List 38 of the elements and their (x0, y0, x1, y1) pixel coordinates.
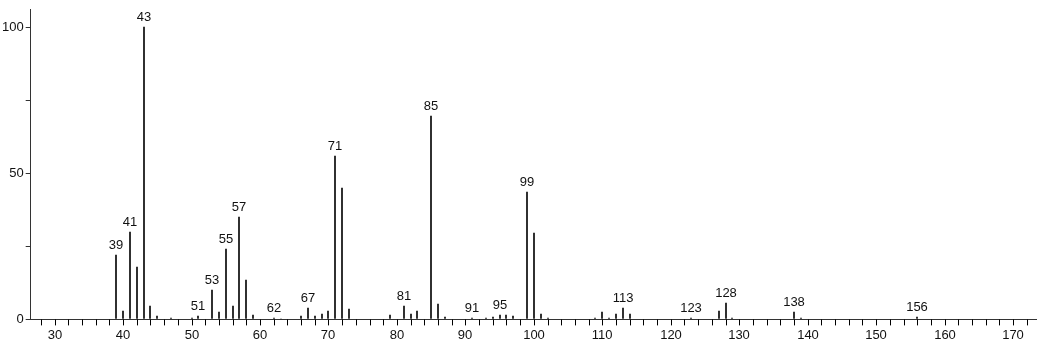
annotation: 91 (464, 300, 480, 316)
annotation: 62 (266, 300, 282, 316)
x-tick-label: 50 (184, 326, 200, 342)
x-tick-label: 160 (934, 326, 956, 342)
x-tick-label: 70 (320, 326, 336, 342)
x-tick-label: 120 (660, 326, 682, 342)
x-tick-label: 90 (457, 326, 473, 342)
y-tick-label: 0 (16, 310, 24, 326)
x-tick-label: 110 (591, 326, 613, 342)
annotation: 99 (519, 174, 535, 190)
annotation: 95 (492, 297, 508, 313)
annotation: 85 (423, 98, 439, 114)
annotation: 41 (122, 214, 138, 230)
annotation: 113 (612, 290, 634, 306)
annotation: 43 (136, 9, 152, 25)
annotation: 67 (300, 290, 316, 306)
annotation: 123 (680, 300, 702, 316)
x-tick-label: 140 (797, 326, 819, 342)
y-tick-label: 50 (9, 164, 24, 180)
x-tick-label: 40 (115, 326, 131, 342)
x-tick-label: 30 (47, 326, 63, 342)
annotation: 156 (906, 299, 928, 315)
annotation: 138 (783, 294, 805, 310)
annotation: 128 (715, 285, 737, 301)
annotation: 55 (218, 231, 234, 247)
annotation: 57 (231, 199, 247, 215)
annotation: 71 (327, 138, 343, 154)
x-tick-label: 150 (865, 326, 887, 342)
x-tick-label: 170 (1002, 326, 1024, 342)
annotation: 51 (190, 298, 206, 314)
annotation: 53 (204, 272, 220, 288)
y-tick-label: 100 (1, 18, 24, 34)
x-tick-label: 60 (252, 326, 268, 342)
x-tick-label: 80 (389, 326, 405, 342)
x-tick-label: 100 (523, 326, 545, 342)
x-tick-label: 130 (728, 326, 750, 342)
annotation: 39 (108, 237, 124, 253)
annotation: 81 (396, 288, 412, 304)
